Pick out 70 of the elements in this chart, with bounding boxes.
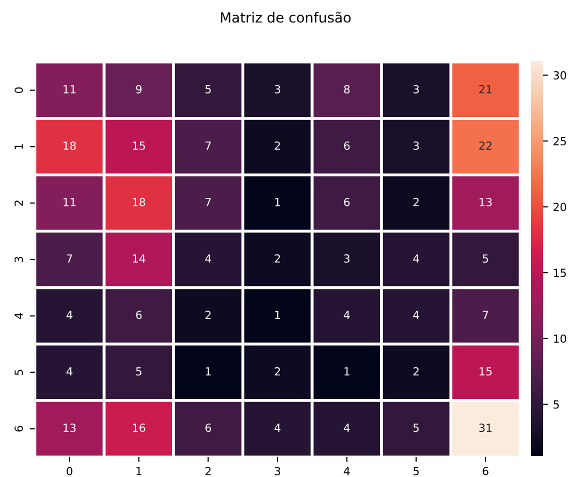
color-bar-label: 10: [554, 334, 566, 343]
data-label: 1: [275, 310, 280, 319]
color-bar-label: 30: [554, 71, 566, 80]
y-tick-label: 2: [14, 200, 23, 206]
y-tick-label: 0: [14, 87, 23, 94]
data-label: 13: [64, 424, 76, 432]
data-label: 5: [136, 367, 142, 376]
x-tick-label: 3: [274, 466, 280, 476]
data-label: 5: [414, 424, 419, 432]
data-label: 9: [136, 85, 142, 94]
data-label: 2: [205, 310, 211, 319]
data-label: 7: [206, 142, 211, 150]
data-label: 2: [274, 254, 280, 263]
data-label: 11: [64, 198, 76, 206]
data-label: 14: [132, 254, 146, 263]
data-label: 31: [479, 424, 492, 432]
data-label: 1: [206, 367, 211, 376]
data-label: 6: [136, 310, 142, 320]
y-tick-label: 5: [14, 370, 23, 376]
data-label: 16: [132, 424, 146, 432]
data-label: 6: [344, 198, 350, 206]
color-bar-label: 20: [554, 202, 566, 212]
y-tick-label: 3: [14, 256, 23, 262]
x-tick-label: 2: [205, 466, 211, 476]
data-label: 2: [274, 141, 280, 150]
data-label: 7: [66, 254, 72, 263]
data-label: 6: [205, 424, 212, 432]
data-label: 13: [480, 198, 492, 206]
data-label: 5: [482, 254, 488, 263]
y-tick-label: 1: [14, 144, 23, 149]
chart-title: Matriz de confusão: [220, 12, 351, 23]
data-label: 3: [344, 254, 350, 263]
x-tick-label: 4: [344, 467, 350, 476]
color-bar-label: 5: [554, 400, 559, 409]
data-label: 4: [66, 310, 72, 319]
data-label: 1: [275, 198, 280, 206]
data-label: 2: [274, 367, 280, 376]
data-label: 7: [206, 198, 211, 206]
y-tick-label: 6: [14, 426, 23, 432]
data-label: 6: [344, 141, 350, 150]
data-label: 4: [66, 367, 72, 376]
data-label: 2: [413, 367, 419, 376]
data-label: 18: [132, 198, 146, 206]
data-label: 5: [205, 85, 211, 94]
color-bar-label: 25: [554, 136, 566, 146]
data-label: 18: [64, 141, 76, 150]
data-label: 4: [413, 254, 420, 263]
data-label: 4: [413, 310, 420, 319]
data-label: 11: [64, 85, 76, 94]
data-label: 21: [479, 85, 492, 94]
data-label: 8: [344, 85, 350, 94]
color-bar-label: 15: [554, 268, 566, 278]
data-label: 7: [482, 310, 488, 319]
x-tick-label: 0: [66, 466, 72, 476]
x-tick-label: 5: [414, 467, 419, 476]
data-label: 1: [344, 367, 350, 376]
data-label: 4: [274, 424, 280, 432]
x-tick-label: 1: [136, 467, 142, 476]
y-tick-label: 4: [14, 313, 23, 319]
data-label: 15: [132, 142, 145, 150]
data-label: 3: [274, 85, 280, 94]
data-label: 4: [344, 424, 350, 432]
x-tick-label: 6: [482, 466, 488, 476]
data-label: 2: [413, 198, 419, 206]
data-label: 3: [413, 85, 419, 94]
data-label: 3: [413, 141, 419, 150]
data-label: 22: [479, 141, 492, 150]
data-label: 4: [205, 254, 212, 263]
data-label: 15: [480, 367, 492, 376]
data-label: 4: [344, 310, 350, 319]
